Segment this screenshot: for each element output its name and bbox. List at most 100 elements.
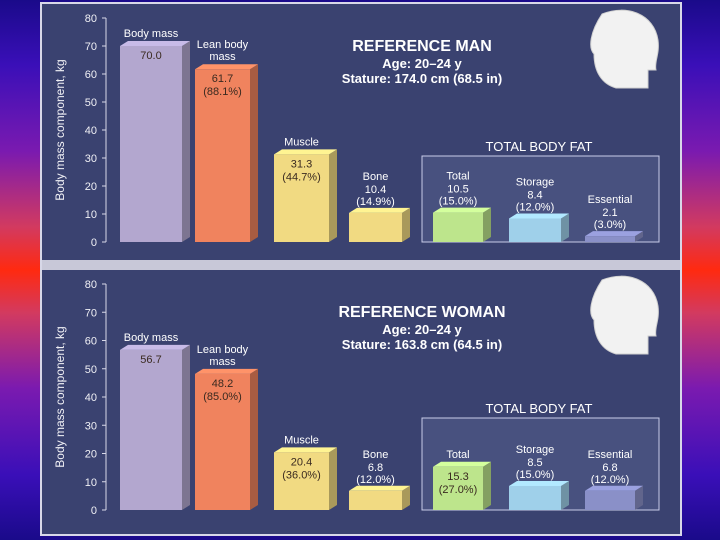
woman-y-tick-label: 80 bbox=[85, 279, 97, 291]
woman-bar-category-label: Total bbox=[446, 449, 469, 461]
woman-y-tick-label: 0 bbox=[91, 505, 97, 517]
woman-bar-top bbox=[120, 344, 190, 350]
man-bar-percent-label: (3.0%) bbox=[594, 219, 626, 231]
man-y-tick-label: 30 bbox=[85, 153, 97, 165]
man-bar bbox=[509, 218, 561, 242]
woman-chart-subtitle: Age: 20–24 y bbox=[382, 322, 462, 337]
man-chart-group: 0 10 20 30 40 50 60 70 80 Body mass component, kg… bbox=[53, 9, 660, 249]
man-bar bbox=[274, 154, 329, 242]
woman-bar-side bbox=[561, 480, 569, 510]
man-y-tick-label: 80 bbox=[85, 13, 97, 25]
man-total-body-fat-title: TOTAL BODY FAT bbox=[486, 139, 593, 154]
reference-man-chart: 0 10 20 30 40 50 60 70 80 Body mass component, kg… bbox=[53, 9, 660, 249]
woman-bar bbox=[120, 349, 182, 510]
woman-bar-percent-label: (12.0%) bbox=[356, 474, 395, 486]
man-bar-value-label: 70.0 bbox=[140, 50, 161, 62]
woman-y-tick-label: 30 bbox=[85, 420, 97, 432]
man-bar-side bbox=[402, 207, 410, 242]
man-y-tick-label: 0 bbox=[91, 237, 97, 249]
woman-bar-category-label: Storage bbox=[516, 444, 555, 456]
man-y-tick-label: 70 bbox=[85, 41, 97, 53]
reference-woman-chart: 0 10 20 30 40 50 60 70 80 Body mass component, kg… bbox=[53, 275, 660, 517]
woman-bar-value-label: 56.7 bbox=[140, 354, 161, 366]
man-bar-value-label: 10.5 bbox=[447, 184, 468, 196]
man-chart-subtitle: Age: 20–24 y bbox=[382, 56, 462, 71]
woman-bar-value-label: 8.5 bbox=[527, 457, 542, 469]
man-bar-percent-label: (44.7%) bbox=[282, 171, 321, 183]
woman-bar-value-label: 6.8 bbox=[602, 462, 617, 474]
man-bar bbox=[195, 69, 250, 243]
woman-bar-top bbox=[349, 485, 410, 491]
woman-bar bbox=[349, 490, 402, 510]
woman-bar-percent-label: (27.0%) bbox=[439, 484, 478, 496]
man-bar-value-label: 10.4 bbox=[365, 184, 386, 196]
man-bar-top bbox=[120, 41, 190, 46]
panel-divider bbox=[42, 260, 680, 270]
man-bar-percent-label: (14.9%) bbox=[356, 196, 395, 208]
man-bar-category-label: Lean body bbox=[197, 39, 249, 51]
man-bar-side bbox=[250, 64, 258, 242]
man-bar bbox=[433, 212, 483, 242]
man-y-axis-label: Body mass component, kg bbox=[53, 59, 67, 200]
woman-bar-top bbox=[509, 480, 569, 486]
man-bar-top bbox=[433, 207, 491, 213]
woman-bar bbox=[274, 452, 329, 510]
woman-bar-category-label: mass bbox=[209, 356, 236, 368]
man-bar-top bbox=[274, 149, 337, 155]
man-y-tick-label: 10 bbox=[85, 209, 97, 221]
man-bar-value-label: 2.1 bbox=[602, 207, 617, 219]
man-bar-category-label: Total bbox=[446, 171, 469, 183]
woman-y-tick-label: 50 bbox=[85, 364, 97, 376]
woman-bar-category-label: Bone bbox=[363, 449, 389, 461]
man-y-tick-label: 50 bbox=[85, 97, 97, 109]
woman-bar-side bbox=[635, 485, 643, 510]
woman-bar-top bbox=[585, 485, 643, 491]
man-chart-title: REFERENCE MAN bbox=[352, 38, 492, 55]
man-bar-category-label: Essential bbox=[588, 194, 633, 206]
man-bar-side bbox=[329, 149, 337, 242]
woman-bar-top bbox=[195, 368, 258, 374]
man-bar-percent-label: (15.0%) bbox=[439, 196, 478, 208]
man-bar bbox=[120, 46, 182, 242]
woman-bar-side bbox=[250, 368, 258, 510]
woman-y-tick-label: 70 bbox=[85, 307, 97, 319]
woman-bar-top bbox=[274, 447, 337, 453]
woman-bar bbox=[433, 466, 483, 510]
man-bar-percent-label: (88.1%) bbox=[203, 86, 242, 98]
man-bar-value-label: 31.3 bbox=[291, 158, 312, 170]
woman-chart-title: REFERENCE WOMAN bbox=[338, 304, 505, 321]
man-bar-category-label: mass bbox=[209, 51, 236, 63]
woman-y-tick-label: 40 bbox=[85, 392, 97, 404]
woman-bar-side bbox=[402, 485, 410, 510]
man-y-tick-label: 20 bbox=[85, 181, 97, 193]
woman-bar-value-label: 20.4 bbox=[291, 456, 312, 468]
man-bar-percent-label: (12.0%) bbox=[516, 201, 555, 213]
man-bar bbox=[349, 212, 402, 242]
man-bar-side bbox=[635, 231, 643, 242]
man-bar-top bbox=[195, 64, 258, 70]
man-bar-top bbox=[585, 231, 643, 237]
man-bar-side bbox=[182, 41, 190, 242]
woman-bar-side bbox=[329, 447, 337, 510]
man-bar bbox=[585, 236, 635, 242]
woman-bar-percent-label: (85.0%) bbox=[203, 391, 242, 403]
woman-bar-category-label: Lean body bbox=[197, 344, 249, 356]
woman-bar bbox=[195, 373, 250, 510]
woman-bar-side bbox=[182, 344, 190, 510]
woman-chart-subtitle: Stature: 163.8 cm (64.5 in) bbox=[342, 337, 502, 352]
woman-chart-group: 0 10 20 30 40 50 60 70 80 Body mass component, kg… bbox=[53, 275, 660, 517]
man-bar-category-label: Body mass bbox=[124, 28, 179, 40]
woman-bar-percent-label: (36.0%) bbox=[282, 469, 321, 481]
woman-bar-value-label: 15.3 bbox=[447, 471, 468, 483]
man-bar-side bbox=[561, 213, 569, 242]
woman-bar bbox=[585, 490, 635, 510]
woman-bar-top bbox=[433, 461, 491, 467]
man-bar-category-label: Muscle bbox=[284, 136, 319, 148]
woman-bar-percent-label: (15.0%) bbox=[516, 469, 555, 481]
woman-head-silhouette bbox=[590, 275, 659, 355]
woman-y-tick-label: 20 bbox=[85, 449, 97, 461]
man-y-tick-label: 60 bbox=[85, 69, 97, 81]
man-bar-value-label: 8.4 bbox=[527, 189, 542, 201]
man-bar-value-label: 61.7 bbox=[212, 73, 233, 85]
man-chart-subtitle: Stature: 174.0 cm (68.5 in) bbox=[342, 71, 502, 86]
